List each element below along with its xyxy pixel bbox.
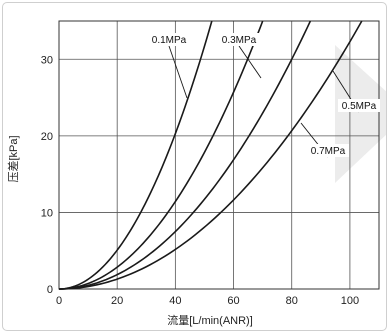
- x-tick-label-40: 40: [169, 295, 181, 307]
- curve-01mpa: [58, 20, 213, 290]
- leader-line-01mpa: [168, 45, 188, 99]
- plot-frame: [58, 20, 380, 290]
- x-tick-label-20: 20: [111, 295, 123, 307]
- x-tick-label-0: 0: [56, 295, 62, 307]
- label-bg-05mpa: [338, 99, 380, 112]
- x-tick-label-80: 80: [286, 295, 298, 307]
- x-axis-title: 流量[L/min(ANR)]: [167, 313, 253, 327]
- curve-label-07mpa: 0.7MPa: [311, 146, 346, 157]
- pressure-flow-chart: 0.1MPa 0.3MPa 0.5MPa 0.7MPa 0 20 40 60 80 100 0 10…: [6, 20, 386, 327]
- y-tick-label-30: 30: [41, 54, 53, 66]
- leader-line-03mpa: [238, 45, 262, 79]
- curve-05mpa: [58, 20, 312, 290]
- label-bg-03mpa: [218, 33, 260, 46]
- label-bg-07mpa: [307, 144, 349, 157]
- x-tick-label-100: 100: [341, 295, 359, 307]
- curve-03mpa: [58, 20, 264, 290]
- grid: [58, 20, 380, 290]
- curve-07mpa: [58, 20, 363, 290]
- chart-panel: 0.1MPa 0.3MPa 0.5MPa 0.7MPa 0 20 40 60 80 100 0 10…: [2, 2, 387, 331]
- y-axis-title: 压差[kPa]: [6, 135, 20, 182]
- curve-labels: 0.1MPa 0.3MPa 0.5MPa 0.7MPa: [148, 33, 380, 158]
- curves: [58, 20, 363, 290]
- x-tick-label-60: 60: [227, 295, 239, 307]
- y-tick-label-10: 10: [41, 207, 53, 219]
- curve-label-03mpa: 0.3MPa: [222, 35, 257, 46]
- y-tick-label-0: 0: [47, 284, 53, 296]
- y-tick-label-20: 20: [41, 131, 53, 143]
- curve-label-05mpa: 0.5MPa: [342, 101, 377, 112]
- tick-labels: 0 20 40 60 80 100 0 10 20 30: [41, 54, 359, 307]
- curve-label-01mpa: 0.1MPa: [152, 35, 187, 46]
- label-bg-01mpa: [148, 33, 190, 46]
